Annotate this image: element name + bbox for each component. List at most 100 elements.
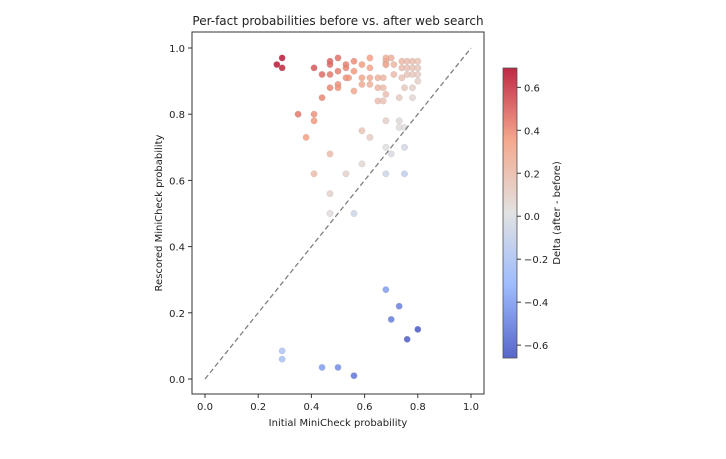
data-point (278, 54, 286, 62)
data-point (273, 61, 281, 69)
data-point (326, 210, 334, 217)
data-point (390, 61, 398, 69)
data-point (310, 110, 318, 118)
y-tick-label: 1.0 (169, 44, 185, 55)
y-tick-label: 0.2 (169, 309, 185, 320)
data-point (310, 170, 318, 178)
data-point (334, 363, 342, 371)
colorbar-tick-label: −0.2 (524, 255, 548, 266)
data-point (414, 57, 422, 65)
data-point (326, 84, 334, 92)
data-point (326, 190, 334, 198)
y-axis-label: Rescored MiniCheck probability (154, 134, 165, 291)
y-tick-label: 0.6 (169, 176, 185, 187)
data-point (366, 54, 374, 62)
data-point (401, 170, 408, 178)
data-point (414, 71, 422, 78)
data-point (318, 363, 326, 371)
colorbar-ticks: −0.6 −0.4 −0.2 0.0 0.2 0.4 0.6 (517, 83, 548, 352)
data-point (387, 150, 395, 158)
data-point (358, 127, 366, 135)
x-axis-ticks: 0.0 0.2 0.4 0.6 0.8 1.0 (197, 394, 479, 413)
colorbar-label: Delta (after - before) (552, 161, 563, 265)
data-point (366, 133, 374, 141)
data-point (318, 71, 326, 78)
y-tick-label: 0.8 (169, 110, 185, 121)
data-point (379, 74, 387, 82)
data-point (350, 57, 358, 65)
data-point (350, 372, 358, 380)
data-point (379, 84, 387, 92)
data-point (366, 80, 374, 88)
data-point (409, 84, 416, 92)
data-point (382, 117, 390, 125)
data-point (350, 210, 358, 217)
data-point (342, 64, 350, 72)
data-point (387, 54, 395, 62)
chart-title: Per-fact probabilities before vs. after … (192, 14, 483, 28)
data-point (414, 64, 422, 72)
data-point (414, 325, 422, 333)
data-point (326, 150, 334, 158)
reference-diagonal-line (204, 47, 472, 380)
x-tick-label: 0.8 (410, 402, 426, 413)
x-tick-label: 0.4 (303, 402, 319, 413)
data-point (278, 347, 286, 355)
x-tick-label: 0.6 (357, 402, 373, 413)
data-point (342, 170, 350, 178)
data-point (358, 74, 366, 82)
colorbar-tick-label: −0.4 (524, 298, 548, 309)
data-point (278, 64, 286, 72)
data-point (366, 74, 374, 82)
data-point (318, 94, 326, 102)
x-tick-label: 0.2 (250, 402, 266, 413)
data-point (390, 71, 398, 78)
data-point (398, 74, 406, 82)
colorbar-tick-label: 0.6 (524, 83, 540, 94)
data-point (414, 77, 422, 85)
data-point (278, 355, 286, 363)
data-point (358, 61, 366, 69)
x-axis-label: Initial MiniCheck probability (269, 418, 408, 429)
data-point (310, 117, 318, 125)
data-point (326, 71, 334, 78)
data-point (326, 61, 334, 69)
data-point (345, 74, 353, 82)
colorbar (502, 67, 518, 359)
data-point (294, 110, 302, 118)
data-point (382, 90, 390, 98)
plot-frame (191, 31, 485, 395)
data-point (395, 117, 403, 125)
data-point (334, 54, 342, 62)
data-point (302, 133, 310, 141)
x-tick-label: 0.0 (197, 402, 213, 413)
colorbar-tick-label: 0.4 (524, 126, 540, 137)
colorbar-tick-label: 0.2 (524, 169, 540, 180)
data-point (350, 87, 358, 95)
colorbar-tick-label: 0.0 (524, 212, 540, 223)
y-tick-label: 0.0 (169, 375, 185, 386)
data-point (358, 160, 366, 168)
data-point (395, 94, 403, 102)
x-tick-label: 1.0 (463, 402, 479, 413)
data-point (382, 286, 390, 294)
data-point (379, 97, 387, 105)
colorbar-tick-label: −0.6 (524, 341, 548, 352)
y-axis-ticks: 0.0 0.2 0.4 0.6 0.8 1.0 (169, 44, 192, 386)
data-point (401, 84, 408, 92)
data-point (401, 143, 408, 151)
data-point (358, 80, 366, 88)
data-point (382, 143, 390, 151)
data-points (273, 54, 422, 380)
data-point (382, 170, 390, 178)
data-point (382, 61, 390, 69)
data-point (334, 84, 342, 92)
data-point (350, 67, 358, 75)
data-point (387, 315, 395, 323)
y-tick-label: 0.4 (169, 243, 185, 254)
data-point (395, 302, 403, 310)
data-point (310, 64, 318, 72)
data-point (409, 94, 416, 102)
data-point (403, 335, 411, 343)
